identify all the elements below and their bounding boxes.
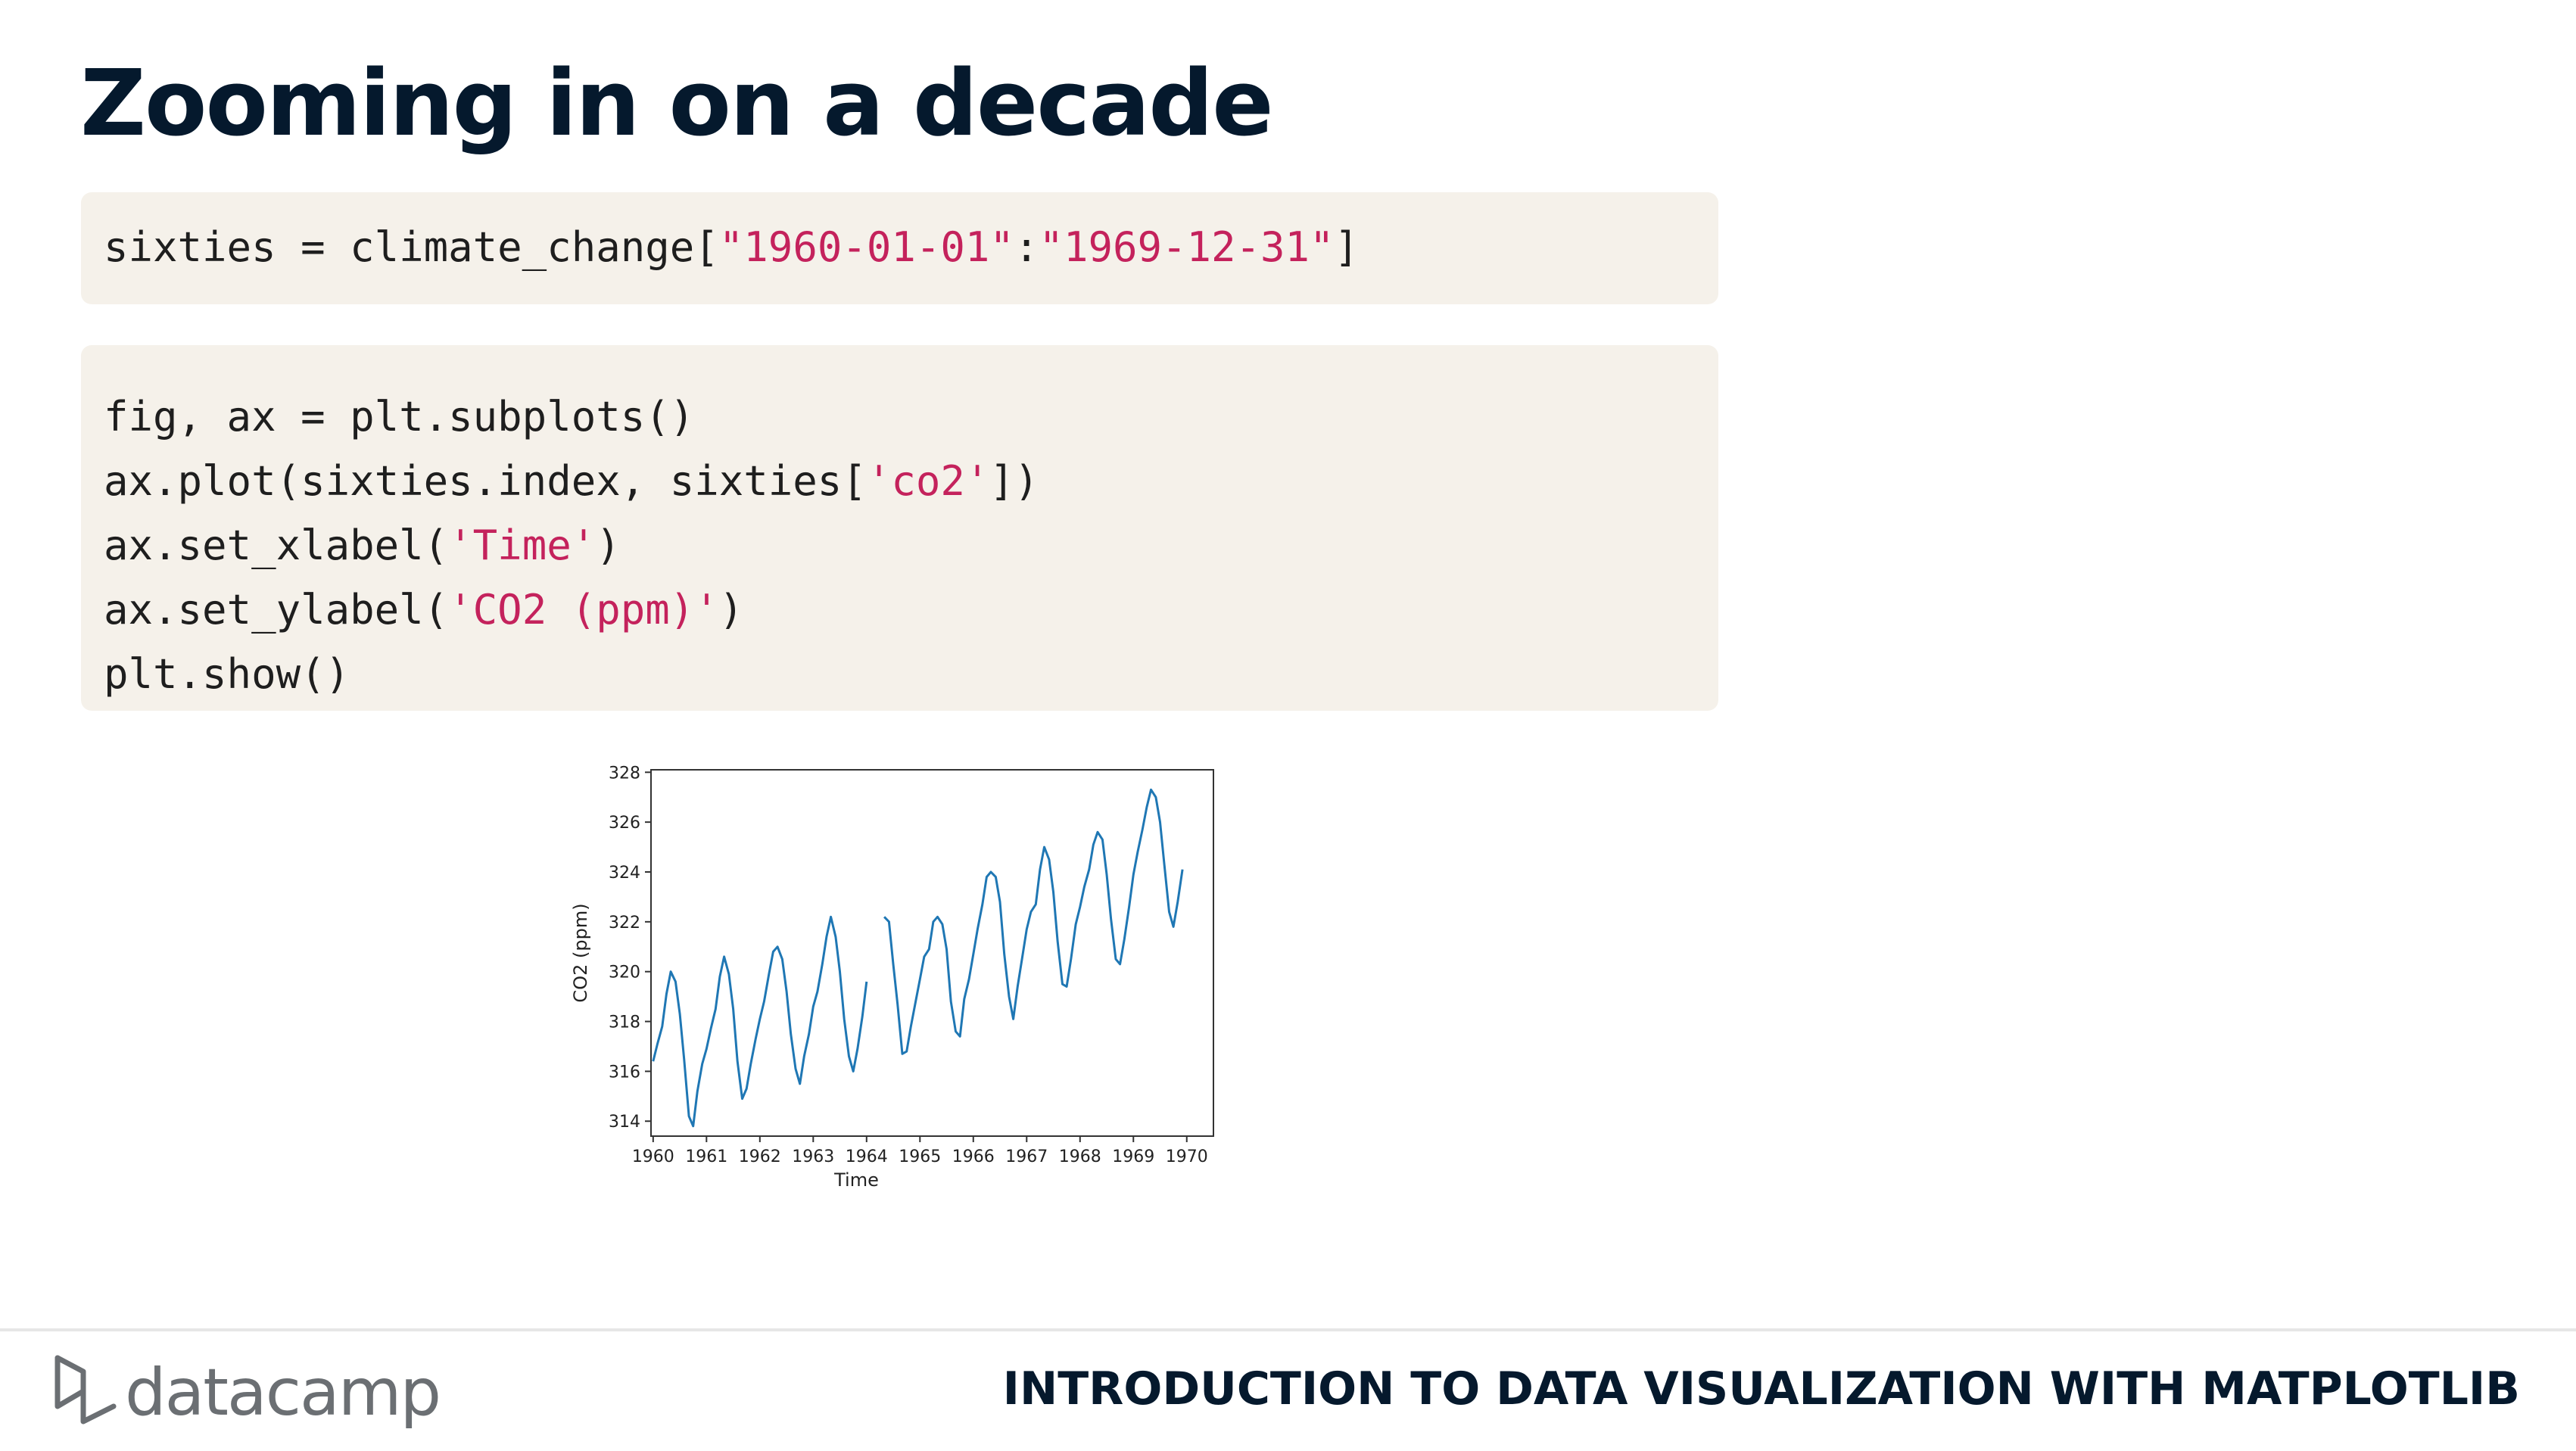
x-tick-label: 1962: [739, 1147, 781, 1166]
code-string: "1969-12-31": [1039, 223, 1335, 271]
x-tick-label: 1961: [685, 1147, 727, 1166]
x-tick-label: 1968: [1059, 1147, 1101, 1166]
code-token: ax.set_xlabel(: [104, 522, 449, 569]
footer-divider: [0, 1328, 2576, 1331]
datacamp-logo: datacamp: [53, 1347, 447, 1431]
code-string: 'co2': [866, 457, 990, 505]
y-tick-label: 320: [609, 964, 640, 982]
x-tick-label: 1960: [632, 1147, 674, 1166]
code-token: ax.set_ylabel(: [104, 586, 449, 634]
x-axis-label: Time: [833, 1169, 879, 1191]
y-tick-label: 316: [609, 1063, 640, 1082]
datacamp-logo-icon: [55, 1355, 117, 1425]
code-token: plt.show(): [104, 650, 350, 698]
x-tick-label: 1963: [792, 1147, 834, 1166]
x-tick-label: 1967: [1005, 1147, 1048, 1166]
code-token: fig, ax = plt.subplots(): [104, 393, 695, 441]
code-token: ax.plot(sixties.index, sixties[: [104, 457, 867, 505]
code-string: "1960-01-01": [718, 223, 1014, 271]
y-axis-label: CO2 (ppm): [570, 903, 591, 1002]
code-line: ax.set_ylabel('CO2 (ppm)'): [104, 578, 1718, 642]
y-tick-label: 322: [609, 914, 640, 933]
code-string: 'CO2 (ppm)': [448, 586, 719, 634]
x-tick-label: 1970: [1166, 1147, 1208, 1166]
code-token: :: [1014, 223, 1039, 271]
y-tick-label: 328: [609, 764, 640, 783]
code-block-plot: fig, ax = plt.subplots() ax.plot(sixties.…: [81, 345, 1718, 711]
code-block-slice: sixties = climate_change["1960-01-01":"1…: [81, 192, 1718, 304]
chart-svg: 314 316 318 320 322 324 326 328 1960 1961 1962 1963…: [570, 764, 1214, 1191]
code-token: ): [596, 522, 621, 569]
code-token: ]: [1334, 223, 1360, 271]
plot-frame: [650, 769, 1214, 1137]
slide-title: Zooming in on a decade: [80, 51, 1274, 157]
code-token: sixties = climate_change[: [104, 223, 719, 271]
datacamp-wordmark: datacamp: [125, 1355, 441, 1431]
course-title: INTRODUCTION TO DATA VISUALIZATION WITH …: [1002, 1362, 2520, 1415]
code-line: ax.set_xlabel('Time'): [104, 513, 1718, 578]
y-tick-label: 326: [609, 814, 640, 833]
y-tick-label: 314: [609, 1113, 640, 1132]
code-line: plt.show(): [104, 642, 1718, 706]
code-line: sixties = climate_change["1960-01-01":"1…: [104, 215, 1718, 279]
co2-series-line: [652, 788, 1184, 1128]
y-tick-label: 324: [609, 864, 640, 883]
y-tick-label: 318: [609, 1014, 640, 1032]
code-line: ax.plot(sixties.index, sixties['co2']): [104, 449, 1718, 513]
code-string: 'Time': [448, 522, 596, 569]
code-line: fig, ax = plt.subplots(): [104, 385, 1718, 449]
x-tick-label: 1964: [846, 1147, 888, 1166]
code-token: ): [718, 586, 744, 634]
x-tick-label: 1969: [1112, 1147, 1154, 1166]
code-token: ]): [989, 457, 1039, 505]
x-tick-label: 1965: [899, 1147, 941, 1166]
co2-sixties-chart: 314 316 318 320 322 324 326 328 1960 1961 1962 1963…: [549, 749, 1245, 1196]
x-tick-label: 1966: [952, 1147, 995, 1166]
